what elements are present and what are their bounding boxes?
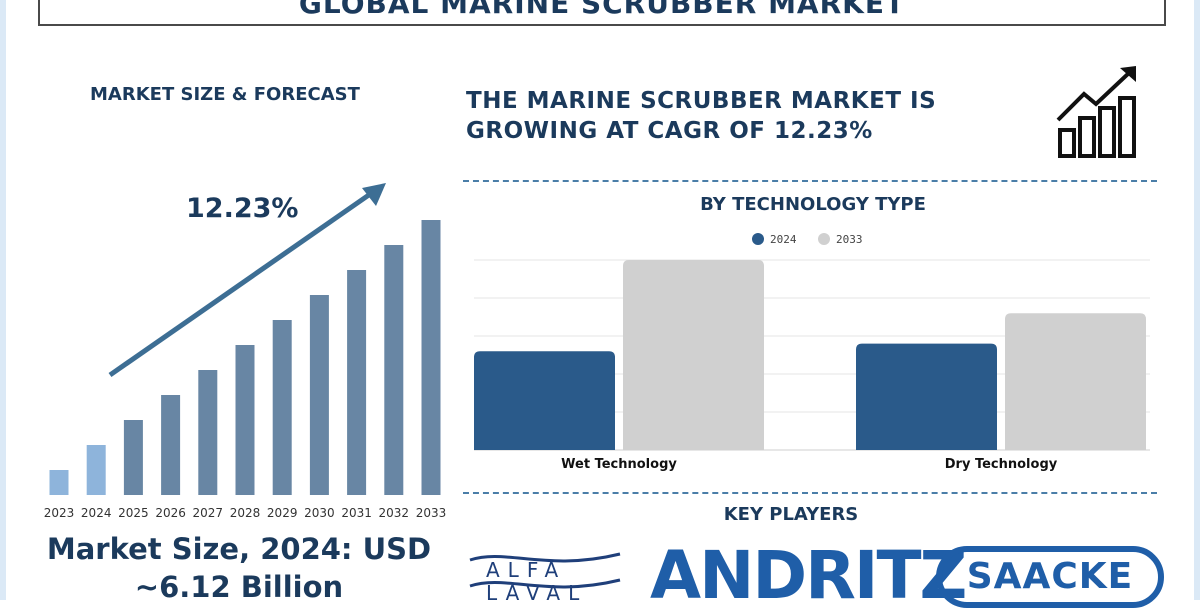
growth-tick-label: 2030 bbox=[304, 506, 335, 520]
cagr-annotation: 12.23% bbox=[186, 193, 298, 224]
technology-bar-chart: 2024 2033 Wet Technology Dry Technology bbox=[474, 233, 1150, 472]
bar-chart-growth-icon bbox=[1056, 66, 1136, 158]
growth-tick-label: 2027 bbox=[193, 506, 224, 520]
title-banner: GLOBAL MARINE SCRUBBER MARKET bbox=[38, 0, 1166, 26]
tech-category-label: Dry Technology bbox=[945, 457, 1058, 472]
growth-bar-2024 bbox=[86, 445, 106, 495]
growth-tick-label: 2033 bbox=[416, 506, 447, 520]
growth-bar-2025 bbox=[123, 420, 143, 495]
growth-tick-label: 2023 bbox=[44, 506, 75, 520]
growth-tick-label: 2025 bbox=[118, 506, 149, 520]
tech-bar-dry-technology-2024 bbox=[856, 343, 997, 450]
market-size-text: Market Size, 2024: USD ~6.12 Billion bbox=[0, 530, 478, 606]
right-edge-bar bbox=[1194, 0, 1200, 600]
growth-tick-label: 2024 bbox=[81, 506, 112, 520]
tech-bar-dry-technology-2033 bbox=[1005, 313, 1146, 450]
page-title: GLOBAL MARINE SCRUBBER MARKET bbox=[298, 0, 906, 20]
svg-text:ALFA: ALFA bbox=[486, 558, 566, 582]
growth-tick-label: 2026 bbox=[155, 506, 186, 520]
growth-trend-arrow bbox=[108, 187, 378, 378]
growth-arrow-head bbox=[362, 183, 386, 206]
legend-marker-2024 bbox=[752, 233, 764, 245]
legend-label-2024: 2024 bbox=[770, 233, 797, 246]
tech-category-label: Wet Technology bbox=[561, 457, 677, 472]
tech-bar-wet-technology-2033 bbox=[623, 260, 764, 450]
growth-tick-label: 2031 bbox=[341, 506, 372, 520]
legend-marker-2033 bbox=[818, 233, 830, 245]
growth-bar-2032 bbox=[384, 245, 404, 495]
growth-bar-2023 bbox=[49, 470, 69, 495]
svg-text:LAVAL: LAVAL bbox=[486, 581, 587, 600]
cagr-headline-line-2: GROWING AT CAGR OF 12.23% bbox=[466, 118, 873, 144]
growth-bar-2030 bbox=[309, 295, 329, 495]
growth-bar-2026 bbox=[161, 395, 181, 495]
andritz-logo: ANDRITZ bbox=[650, 537, 967, 614]
market-size-heading: MARKET SIZE & FORECAST bbox=[90, 84, 360, 105]
trend-arrow-icon bbox=[1056, 70, 1132, 122]
growth-tick-label: 2028 bbox=[230, 506, 261, 520]
growth-bar-2029 bbox=[272, 320, 292, 495]
growth-bar-2031 bbox=[347, 270, 367, 495]
tech-bar-wet-technology-2024 bbox=[474, 351, 615, 450]
cagr-headline: THE MARINE SCRUBBER MARKET IS GROWING AT… bbox=[466, 86, 936, 146]
growth-tick-label: 2029 bbox=[267, 506, 298, 520]
saacke-logo: SAACKE bbox=[936, 546, 1164, 608]
key-players-heading: KEY PLAYERS bbox=[723, 504, 859, 525]
technology-heading: BY TECHNOLOGY TYPE bbox=[700, 194, 926, 215]
growth-tick-label: 2032 bbox=[379, 506, 410, 520]
left-edge-bar bbox=[0, 0, 6, 600]
section-divider-bottom bbox=[463, 492, 1157, 494]
growth-bar-2028 bbox=[235, 345, 255, 495]
growth-bar-2033 bbox=[421, 220, 441, 495]
growth-bar-2027 bbox=[198, 370, 218, 495]
market-size-line-2: ~6.12 Billion bbox=[134, 570, 344, 604]
saacke-logo-text: SAACKE bbox=[966, 556, 1134, 597]
cagr-headline-line-1: THE MARINE SCRUBBER MARKET IS bbox=[466, 88, 937, 114]
legend-label-2033: 2033 bbox=[836, 233, 863, 246]
section-divider-top bbox=[463, 180, 1157, 182]
market-size-line-1: Market Size, 2024: USD bbox=[46, 532, 432, 566]
alfa-laval-logo: ALFA LAVAL bbox=[469, 552, 621, 600]
growth-bar-chart: 2023 2024 2025 2026 2027 2028 2029 2030 2031 2032… bbox=[44, 183, 447, 520]
